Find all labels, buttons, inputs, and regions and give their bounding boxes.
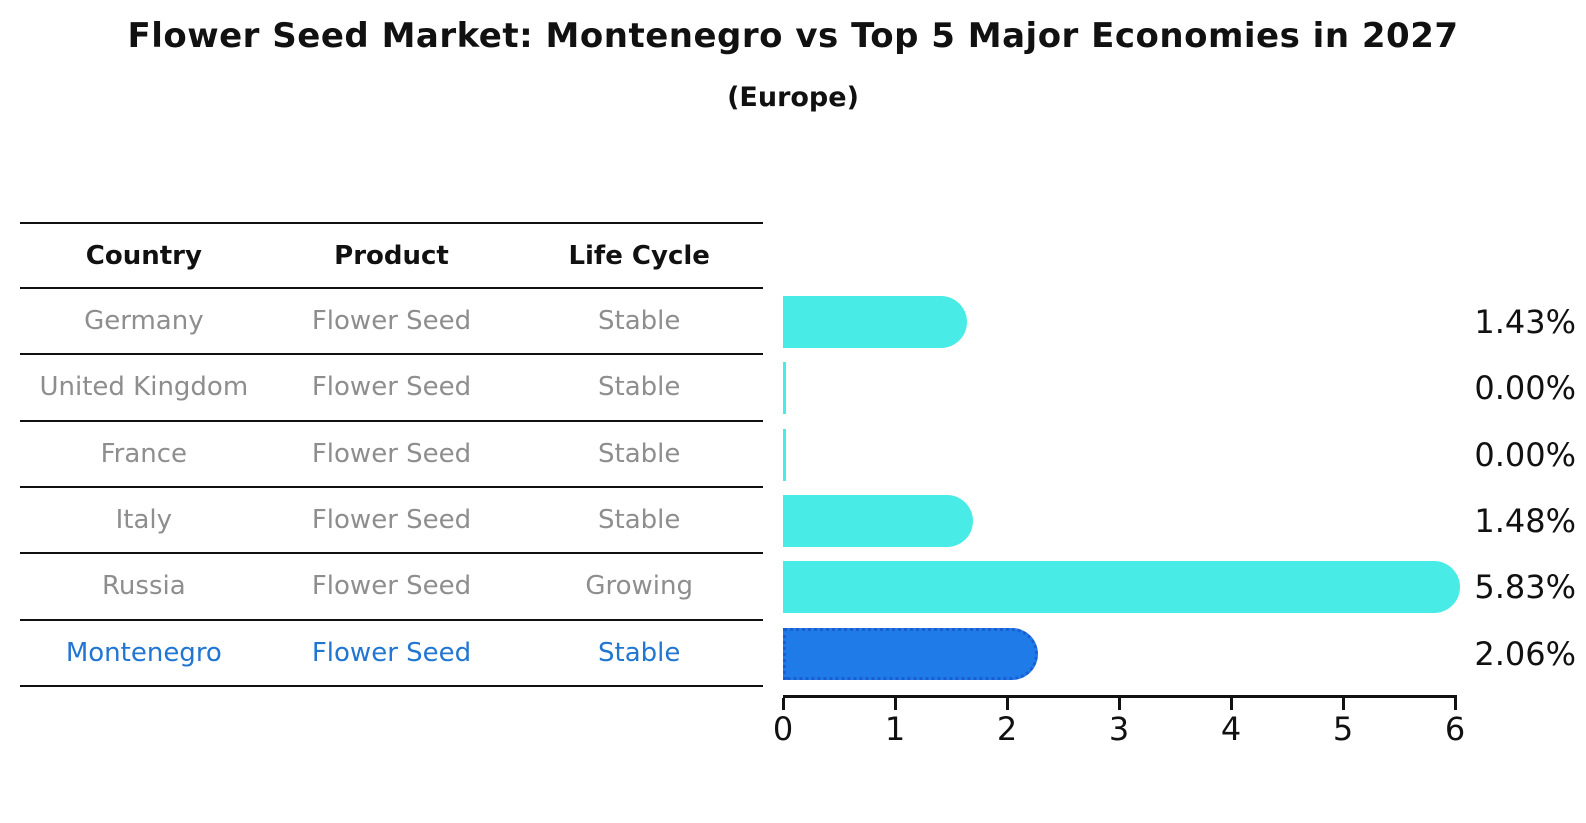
cell-lifecycle: Stable [598,306,681,337]
x-tick-label-2: 2 [996,710,1018,748]
x-tick-5 [1342,698,1345,710]
x-tick-4 [1230,698,1233,710]
cell-country: Germany [84,306,204,337]
cell-product: Flower Seed [311,372,472,403]
table-body: Germany Flower Seed Stable United Kingdo… [20,289,763,687]
table-row-united-kingdom: United Kingdom Flower Seed Stable [20,355,763,422]
cell-lifecycle: Stable [598,372,681,403]
cell-product: Flower Seed [311,505,472,536]
cell-product: Flower Seed [311,637,472,668]
x-axis-line [783,695,1457,698]
bar-montenegro [783,627,1038,680]
x-tick-label-1: 1 [884,710,906,748]
chart-title: Flower Seed Market: Montenegro vs Top 5 … [127,16,1459,56]
table-header-row: Country Product Life Cycle [20,222,763,289]
column-header-country: Country [85,240,202,271]
bar-germany [783,296,968,349]
x-tick-0 [782,698,785,710]
bar-france [783,428,786,481]
bar-italy [783,495,973,548]
cell-country: United Kingdom [39,372,249,403]
cell-lifecycle: Stable [598,438,681,469]
column-header-product: Product [334,240,449,271]
country-table: Country Product Life Cycle Germany Flowe… [20,222,763,687]
x-tick-1 [894,698,897,710]
x-tick-label-3: 3 [1108,710,1130,748]
x-tick-label-0: 0 [772,710,794,748]
cell-product: Flower Seed [311,571,472,602]
cell-lifecycle: Stable [598,505,681,536]
cell-lifecycle: Growing [585,571,693,602]
x-tick-label-4: 4 [1220,710,1242,748]
cell-country: Russia [102,571,186,602]
table-row-italy: Italy Flower Seed Stable [20,488,763,555]
table-row-montenegro: Montenegro Flower Seed Stable [20,621,763,687]
value-label-montenegro: 2.06% [1474,634,1576,673]
cell-lifecycle: Stable [598,637,681,668]
value-label-russia: 5.83% [1474,568,1576,607]
cell-country: France [100,438,188,469]
value-label-italy: 1.48% [1474,502,1576,541]
value-label-france: 0.00% [1474,435,1576,474]
value-label-united-kingdom: 0.00% [1474,369,1576,408]
chart-subtitle: (Europe) [727,82,859,113]
table-row-germany: Germany Flower Seed Stable [20,289,763,356]
cell-country: Montenegro [65,637,222,668]
bar-united-kingdom [783,362,786,415]
cell-country: Italy [115,505,173,536]
cell-product: Flower Seed [311,306,472,337]
table-row-france: France Flower Seed Stable [20,422,763,488]
table-row-russia: Russia Flower Seed Growing [20,554,763,621]
bar-russia [783,561,1460,614]
cell-product: Flower Seed [311,438,472,469]
x-tick-label-6: 6 [1444,710,1466,748]
x-tick-label-5: 5 [1332,710,1354,748]
x-tick-3 [1118,698,1121,710]
column-header-lifecycle: Life Cycle [568,240,710,271]
x-tick-6 [1454,698,1457,710]
x-tick-2 [1006,698,1009,710]
value-label-germany: 1.43% [1474,303,1576,342]
